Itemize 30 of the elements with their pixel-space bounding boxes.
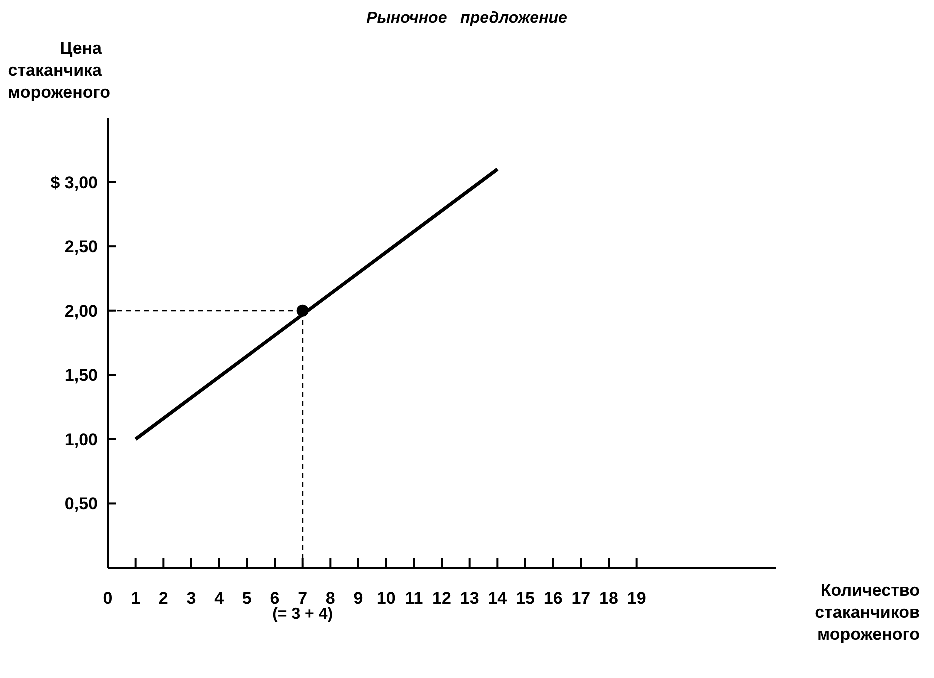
- x-tick-label: 14: [488, 589, 508, 608]
- x-tick-label: 4: [214, 589, 225, 608]
- x-tick-label: 10: [376, 589, 396, 608]
- y-tick-label: 2,50: [64, 238, 98, 257]
- x-tick-label: 8: [326, 589, 336, 608]
- x-tick-label: 12: [432, 589, 452, 608]
- text: (= 3 + 4): [272, 606, 334, 623]
- y-axis-title: Цена стаканчика мороженого: [8, 38, 110, 104]
- x-tick-label: 3: [186, 589, 196, 608]
- x-tick-label: 7: [298, 589, 308, 608]
- y-tick-label: $ 3,00: [50, 173, 98, 192]
- x-tick-label: 5: [242, 589, 252, 608]
- y-tick-label: 1,00: [64, 430, 98, 450]
- x-axis-title: Количество стаканчиков мороженого: [814, 580, 920, 646]
- y-tick-label: 2,00: [64, 302, 98, 321]
- x-tick-label: 2: [158, 589, 168, 608]
- x-tick-label: 0: [103, 589, 113, 608]
- x-tick-label: 19: [627, 589, 646, 608]
- x-tick-label: 18: [600, 589, 618, 608]
- x-tick-label: 9: [354, 589, 364, 608]
- x-tick-label: 11: [405, 589, 424, 608]
- y-tick-label: 1,50: [64, 366, 98, 386]
- x-tick-label: 15: [516, 589, 535, 608]
- x-tick-label: 13: [460, 589, 480, 608]
- x-tick-label: 1: [131, 589, 141, 608]
- chart-title: Рыночное предложение: [366, 10, 568, 28]
- x-tick-label: 17: [572, 589, 591, 608]
- y-tick-label: 0,50: [64, 494, 98, 514]
- x-tick-label: 6: [270, 589, 280, 608]
- x-tick-label: 16: [544, 589, 563, 608]
